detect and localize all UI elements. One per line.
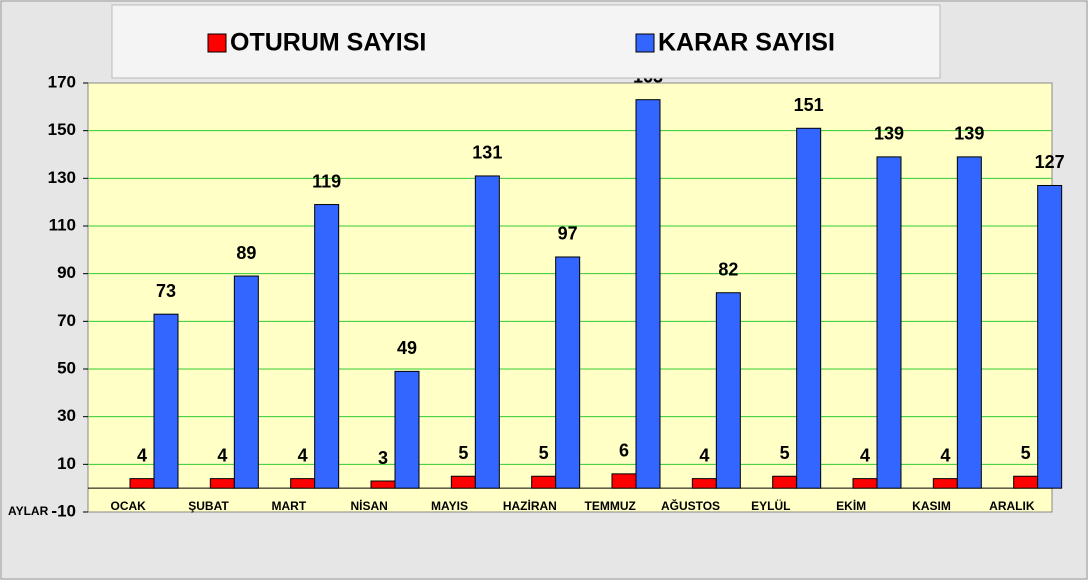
bar <box>370 480 396 489</box>
value-label: 49 <box>397 338 417 358</box>
value-label: 6 <box>619 441 629 461</box>
y-tick-label: -10 <box>51 501 76 520</box>
y-tick-label: 170 <box>48 72 76 91</box>
bar <box>715 292 741 489</box>
y-tick-label: 10 <box>57 454 76 473</box>
x-tick-label: EYLÜL <box>751 498 790 513</box>
value-label: 4 <box>860 445 870 465</box>
value-label: 5 <box>1021 443 1031 463</box>
bar <box>772 475 798 489</box>
x-tick-label: NİSAN <box>350 498 387 513</box>
value-label: 82 <box>718 259 738 279</box>
value-label: 4 <box>940 445 950 465</box>
bar <box>956 156 982 489</box>
x-tick-label: MART <box>271 499 306 513</box>
bar <box>129 478 155 489</box>
value-label: 73 <box>156 281 176 301</box>
value-label: 4 <box>699 445 709 465</box>
bar <box>1013 475 1039 489</box>
legend-label: OTURUM SAYISI <box>230 29 426 57</box>
y-tick-label: 130 <box>48 168 76 187</box>
value-label: 4 <box>217 445 227 465</box>
bar <box>233 275 259 489</box>
value-label: 139 <box>874 124 904 144</box>
y-tick-label: 70 <box>57 311 76 330</box>
value-label: 119 <box>312 171 341 191</box>
x-tick-label: EKİM <box>836 498 866 513</box>
x-tick-label: MAYIS <box>431 499 468 513</box>
value-label: 151 <box>794 95 824 115</box>
bar <box>796 127 822 489</box>
x-axis-title: AYLAR <box>8 504 49 518</box>
value-label: 3 <box>378 448 388 468</box>
legend-swatch <box>635 33 655 53</box>
value-label: 89 <box>236 243 256 263</box>
value-label: 4 <box>298 445 308 465</box>
bar <box>450 475 476 489</box>
bar <box>531 475 557 489</box>
y-tick-label: 150 <box>48 120 76 139</box>
legend-label: KARAR SAYISI <box>658 29 835 57</box>
legend-box <box>111 4 941 79</box>
y-tick-label: 90 <box>57 263 76 282</box>
value-label: 5 <box>539 443 549 463</box>
bar <box>611 473 637 489</box>
x-tick-label: AĞUSTOS <box>661 498 720 513</box>
value-label: 4 <box>137 445 147 465</box>
bar <box>691 478 717 489</box>
x-tick-label: KASIM <box>912 499 951 513</box>
y-tick-label: 110 <box>49 215 76 234</box>
bar <box>555 256 581 489</box>
x-tick-label: ŞUBAT <box>188 499 229 513</box>
x-tick-label: ARALIK <box>989 499 1035 513</box>
x-tick-label: HAZİRAN <box>503 498 557 513</box>
value-label: 131 <box>472 143 502 163</box>
value-label: 127 <box>1035 152 1065 172</box>
bar <box>474 175 500 489</box>
bar <box>876 156 902 489</box>
bar <box>314 204 340 489</box>
value-label: 5 <box>780 443 790 463</box>
x-tick-label: OCAK <box>110 499 146 513</box>
value-label: 5 <box>458 443 468 463</box>
y-tick-label: 30 <box>57 406 76 425</box>
bar <box>290 478 316 489</box>
legend: OTURUM SAYISI KARAR SAYISI <box>111 4 941 79</box>
value-label: 97 <box>558 224 578 244</box>
bar <box>209 478 235 489</box>
bar <box>394 370 420 489</box>
y-tick-label: 50 <box>57 358 76 377</box>
bar <box>932 478 958 489</box>
bar <box>1037 184 1063 489</box>
bar <box>635 99 661 489</box>
bar <box>852 478 878 489</box>
value-label: 139 <box>954 124 984 144</box>
legend-swatch <box>207 33 227 53</box>
marks: -10 10 30 50 70 90 110 130 150 170 OCAK 4 73 ŞUBAT 4 89… <box>48 66 1065 520</box>
x-tick-label: TEMMUZ <box>585 499 636 513</box>
bar <box>153 313 179 489</box>
